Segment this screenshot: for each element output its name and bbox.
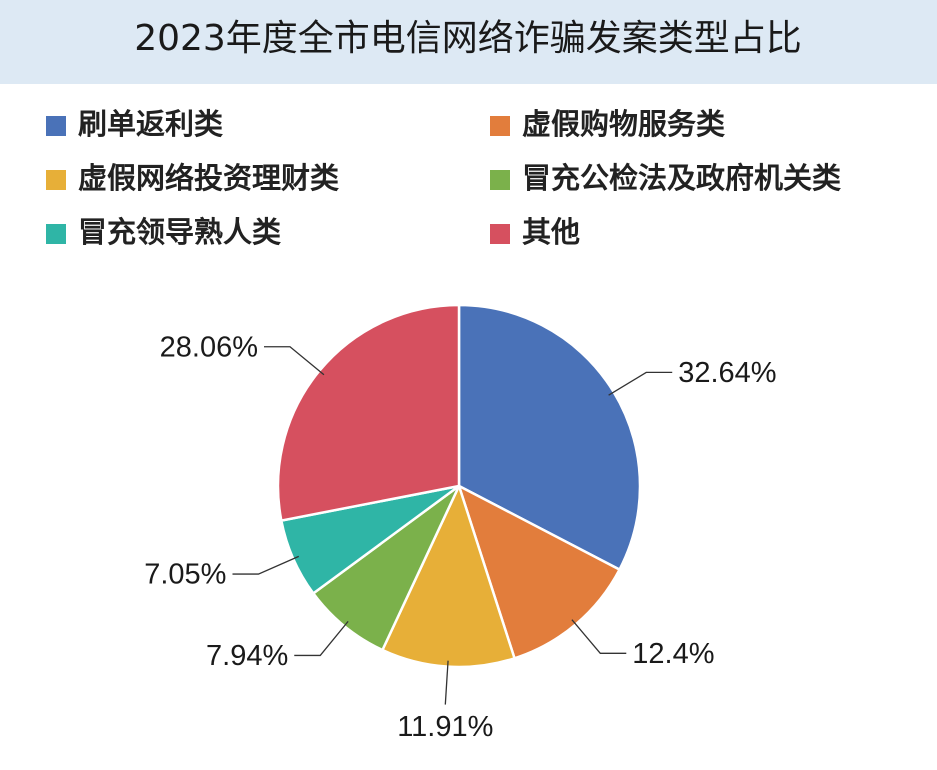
- legend-swatch: [46, 224, 66, 244]
- value-label: 11.91%: [397, 711, 493, 743]
- value-label: 7.05%: [144, 559, 226, 591]
- legend-swatch: [490, 224, 510, 244]
- legend-label: 刷单返利类: [78, 107, 223, 141]
- value-label: 28.06%: [160, 331, 258, 363]
- chart-title: 2023年度全市电信网络诈骗发案类型占比: [134, 18, 802, 59]
- value-label: 7.94%: [206, 640, 288, 672]
- legend-label: 虚假网络投资理财类: [78, 161, 339, 195]
- title-band: [0, 0, 937, 84]
- legend-swatch: [490, 116, 510, 136]
- legend-swatch: [46, 170, 66, 190]
- leader-line: [294, 620, 349, 657]
- pie-slice: [276, 303, 461, 523]
- value-label: 12.4%: [632, 638, 714, 670]
- legend-label: 冒充公检法及政府机关类: [522, 161, 841, 195]
- legend-label: 冒充领导熟人类: [78, 215, 281, 249]
- legend-swatch: [46, 116, 66, 136]
- leader-line: [571, 619, 627, 654]
- value-label: 32.64%: [678, 357, 776, 389]
- legend-label: 虚假购物服务类: [522, 107, 725, 141]
- leader-line: [444, 660, 449, 705]
- legend-swatch: [490, 170, 510, 190]
- leader-line: [232, 555, 300, 575]
- leader-line: [263, 346, 325, 376]
- legend-label: 其他: [522, 215, 580, 249]
- leader-line: [608, 371, 673, 396]
